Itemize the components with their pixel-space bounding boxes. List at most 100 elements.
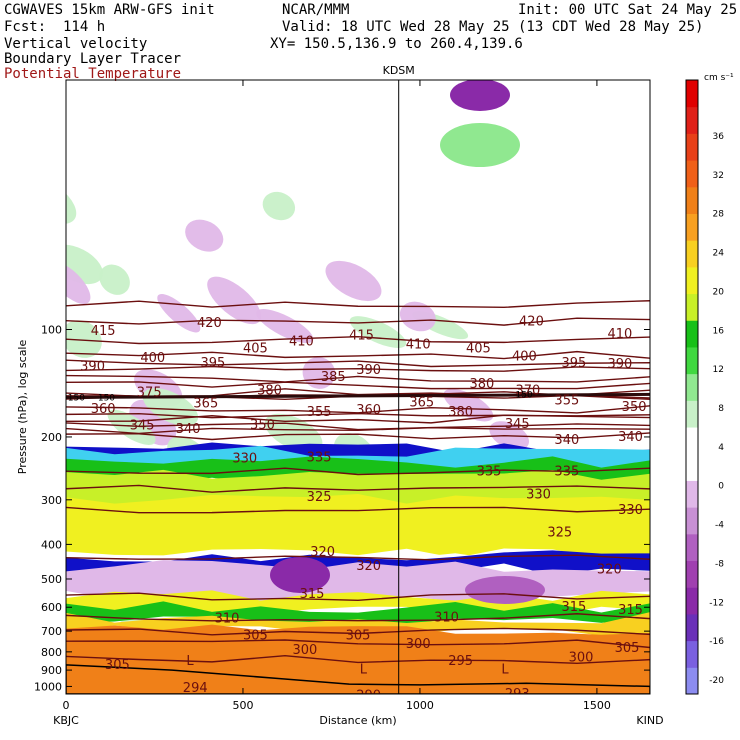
colorbar-swatch <box>686 374 698 401</box>
colorbar-swatch <box>686 534 698 561</box>
station-label-top: KDSM <box>383 64 415 77</box>
theta-label: 300 <box>293 643 318 658</box>
theta-label: 410 <box>289 334 314 349</box>
colorbar-tick-label: 4 <box>718 443 724 453</box>
theta-label: 405 <box>466 341 491 356</box>
colorbar-swatch <box>686 427 698 454</box>
end-station-label: KIND <box>636 714 663 727</box>
theta-label: 320 <box>356 559 381 574</box>
w-blob <box>54 312 109 365</box>
w-blob <box>0 211 39 260</box>
x-tick-label: 0 <box>63 699 70 712</box>
w-blob <box>258 187 299 225</box>
theta-label: 420 <box>197 316 222 331</box>
theta-label: 400 <box>512 349 537 364</box>
theta-label: 385 <box>321 370 346 385</box>
theta-label: 340 <box>554 433 579 448</box>
y-tick-label: 100 <box>41 323 62 336</box>
theta-label: 290 <box>356 688 381 703</box>
theta-label: 380 <box>469 377 494 392</box>
isentrope-420 <box>66 301 650 308</box>
colorbar-swatch <box>686 507 698 534</box>
theta-label: 310 <box>434 610 459 625</box>
theta-label: 410 <box>608 327 633 342</box>
theta-label: 300 <box>406 637 431 652</box>
theta-label: 380 <box>448 405 473 420</box>
tropopause-label: 150 <box>68 393 85 403</box>
y-axis-label: Pressure (hPa), log scale <box>16 340 29 475</box>
tropopause-label: 150 <box>516 390 533 400</box>
colorbar-tick-label: 20 <box>713 287 725 297</box>
theta-label: 350 <box>250 418 275 433</box>
low-marker: L <box>501 663 509 678</box>
y-tick-label: 800 <box>41 646 62 659</box>
colorbar-tick-label: -16 <box>709 637 724 647</box>
colorbar-tick-label: 0 <box>718 482 724 492</box>
theta-label: 315 <box>562 600 587 615</box>
colorbar-swatch <box>686 267 698 294</box>
theta-label: 405 <box>243 341 268 356</box>
w-blob-strong <box>440 123 520 167</box>
theta-label: 400 <box>140 351 165 366</box>
colorbar-tick-label: 12 <box>713 365 724 375</box>
start-station-label: KBJC <box>53 714 79 727</box>
w-blob <box>180 213 229 258</box>
theta-label: 410 <box>406 337 431 352</box>
colorbar-swatch <box>686 80 698 107</box>
theta-label: 420 <box>519 315 544 330</box>
colorbar-swatch <box>686 667 698 694</box>
theta-label: 395 <box>562 356 587 371</box>
colorbar-swatch <box>686 187 698 214</box>
theta-label: 305 <box>243 629 268 644</box>
theta-label: 345 <box>130 419 155 434</box>
colorbar-swatch <box>686 400 698 427</box>
y-tick-label: 200 <box>41 431 62 444</box>
colorbar-tick-label: 24 <box>713 249 725 259</box>
colorbar-swatch <box>686 641 698 668</box>
colorbar-swatch <box>686 133 698 160</box>
w-blob <box>0 234 29 278</box>
x-tick-label: 1500 <box>583 699 611 712</box>
theta-label: 320 <box>310 545 335 560</box>
colorbar-units: cm s⁻¹ <box>704 73 734 83</box>
theta-label: 340 <box>176 422 201 437</box>
theta-label: 305 <box>346 629 371 644</box>
theta-label: 360 <box>91 402 116 417</box>
cross-section-chart: 415420415420410390400 395405 410 410 405400 3… <box>0 0 740 740</box>
colorbar-swatch <box>686 160 698 187</box>
x-tick-label: 500 <box>232 699 253 712</box>
theta-label: 415 <box>91 324 116 339</box>
y-tick-label: 400 <box>41 538 62 551</box>
theta-label: 355 <box>307 405 332 420</box>
colorbar-swatch <box>686 480 698 507</box>
tropopause-label: 150 <box>98 393 115 403</box>
w-blob <box>17 171 84 233</box>
theta-label: 315 <box>300 587 325 602</box>
theta-label: 390 <box>608 357 633 372</box>
y-tick-label: 500 <box>41 573 62 586</box>
colorbar-tick-label: -8 <box>715 559 724 569</box>
colorbar-tick-label: 16 <box>713 326 725 336</box>
colorbar-tick-label: 32 <box>713 171 724 181</box>
colorbar-swatch <box>686 347 698 374</box>
colorbar-tick-label: 8 <box>718 404 724 414</box>
w-blob-strong <box>450 79 510 111</box>
theta-label: 295 <box>448 654 473 669</box>
colorbar-tick-label: -20 <box>709 676 724 686</box>
theta-label: 310 <box>215 611 240 626</box>
y-tick-label: 600 <box>41 601 62 614</box>
theta-label: 330 <box>526 488 551 503</box>
theta-label: 415 <box>349 329 374 344</box>
colorbar-tick-label: -4 <box>715 521 724 531</box>
colorbar-tick-label: 28 <box>713 210 725 220</box>
colorbar-swatch <box>686 294 698 321</box>
theta-label: 325 <box>547 525 572 540</box>
colorbar-swatch <box>686 454 698 481</box>
theta-label: 330 <box>618 503 643 518</box>
w-blob-strong <box>465 576 545 604</box>
colorbar-swatch <box>686 614 698 641</box>
theta-label: 395 <box>200 356 225 371</box>
y-tick-label: 1000 <box>34 680 62 693</box>
theta-label: 345 <box>505 417 530 432</box>
colorbar-swatch <box>686 561 698 588</box>
